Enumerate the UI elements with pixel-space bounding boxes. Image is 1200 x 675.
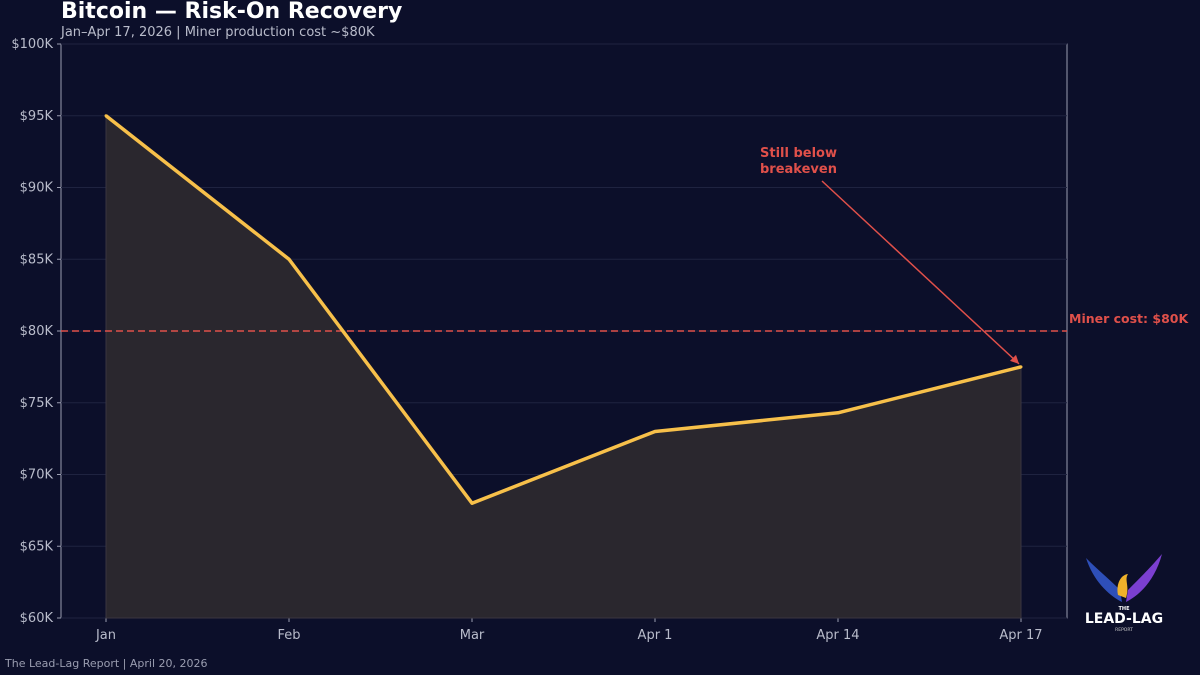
data-point <box>287 257 291 261</box>
annotation-text-line2: breakeven <box>760 162 837 177</box>
data-point <box>104 114 108 118</box>
y-tick-label: $70K <box>20 468 54 483</box>
x-tick-label: Apr 17 <box>999 628 1042 643</box>
annotation-text-line1: Still below <box>760 146 837 161</box>
svg-text:REPORT: REPORT <box>1115 627 1133 633</box>
data-point <box>1019 365 1023 369</box>
svg-text:LEAD-LAG: LEAD-LAG <box>1085 611 1163 627</box>
x-tick-label: Mar <box>460 628 485 643</box>
y-tick-label: $60K <box>20 611 54 626</box>
x-tick-label: Jan <box>95 628 116 643</box>
lead-lag-logo: THE LEAD-LAG REPORT <box>1085 554 1163 633</box>
annotation-arrow <box>821 180 1020 365</box>
annotation-arrowhead <box>1010 354 1019 364</box>
svg-text:THE: THE <box>1118 606 1130 612</box>
data-point <box>653 429 657 433</box>
miner-cost-label: Miner cost: $80K <box>1069 311 1189 326</box>
y-tick-label: $100K <box>11 37 53 52</box>
x-tick-label: Feb <box>277 628 300 643</box>
footer-credit: The Lead-Lag Report | April 20, 2026 <box>5 657 208 670</box>
data-point <box>836 411 840 415</box>
y-tick-label: $95K <box>20 109 54 124</box>
x-tick-label: Apr 1 <box>638 628 673 643</box>
y-tick-label: $75K <box>20 396 54 411</box>
y-tick-label: $65K <box>20 539 54 554</box>
y-tick-label: $85K <box>20 252 54 267</box>
chart-subtitle: Jan–Apr 17, 2026 | Miner production cost… <box>61 25 375 40</box>
y-tick-label: $90K <box>20 181 54 196</box>
x-tick-label: Apr 14 <box>816 628 859 643</box>
y-tick-label: $80K <box>20 324 54 339</box>
data-point <box>470 501 474 505</box>
chart-title: Bitcoin — Risk-On Recovery <box>61 0 403 24</box>
price-line <box>104 114 1022 505</box>
